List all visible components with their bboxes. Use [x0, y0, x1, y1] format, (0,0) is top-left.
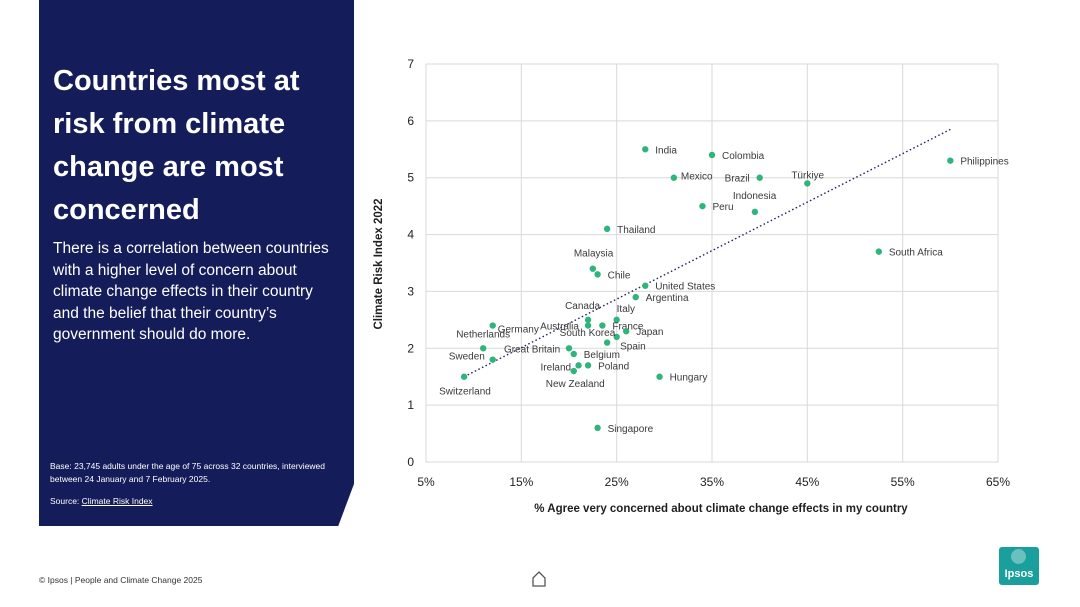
logo-mark — [1011, 549, 1026, 564]
data-point — [708, 151, 716, 159]
y-axis-title: Climate Risk Index 2022 — [373, 198, 385, 329]
grid-layer — [425, 63, 999, 463]
point-label: Poland — [598, 361, 629, 372]
data-point — [575, 362, 582, 369]
source-note: Source: Climate Risk Index — [50, 496, 153, 506]
point-layer: India Colombia Mexico Brazil Türkiye Philippi… — [439, 145, 1009, 435]
y-tick-label: 5 — [407, 171, 414, 185]
data-point — [613, 333, 620, 341]
point-label: South Africa — [889, 248, 943, 259]
point-label: Thailand — [617, 225, 655, 236]
logo-text: Ipsos — [1004, 568, 1034, 580]
data-point — [670, 174, 678, 181]
data-point — [642, 146, 649, 153]
point-label: Colombia — [722, 151, 765, 162]
point-label: Spain — [620, 342, 646, 353]
ipsos-logo: Ipsos — [999, 547, 1039, 585]
data-point — [603, 339, 611, 346]
y-tick-label: 2 — [407, 341, 414, 355]
data-point — [489, 356, 496, 363]
point-label: United States — [655, 282, 715, 293]
footer-copyright: © Ipsos | People and Climate Change 2025 — [39, 575, 203, 585]
point-label: Brazil — [725, 174, 750, 185]
point-label: Chile — [608, 270, 631, 281]
y-tick-label: 0 — [407, 455, 414, 469]
point-label: Türkiye — [791, 170, 824, 181]
data-point — [589, 265, 597, 272]
scatter-chart: 5% 15% 25% 35% 45% 55% 65% 0 1 2 3 4 5 6 7 India Colomb… — [373, 57, 1010, 515]
home-icon[interactable] — [531, 570, 547, 588]
axis-layer: 5% 15% 25% 35% 45% 55% 65% 0 1 2 3 4 5 6 7 — [407, 57, 1010, 489]
x-tick-label: 55% — [891, 475, 915, 489]
point-label: Belgium — [584, 350, 620, 361]
y-tick-label: 1 — [407, 398, 414, 412]
data-point — [756, 174, 763, 181]
point-label: Germany — [498, 325, 539, 336]
data-point — [603, 225, 611, 233]
source-label: Source: — [50, 496, 80, 506]
data-point — [584, 362, 592, 369]
y-tick-label: 7 — [407, 57, 414, 71]
source-link[interactable]: Climate Risk Index — [81, 496, 153, 506]
data-point — [570, 367, 577, 375]
point-label: South Korea — [560, 328, 616, 339]
side-panel: Countries most at risk from climate chan… — [39, 0, 354, 526]
point-label: Indonesia — [733, 191, 777, 202]
data-point — [947, 157, 954, 164]
data-point — [480, 345, 487, 352]
point-label: Peru — [712, 202, 733, 213]
point-label: Italy — [617, 304, 635, 315]
y-tick-label: 3 — [407, 284, 414, 298]
x-tick-label: 25% — [605, 475, 629, 489]
x-tick-label: 65% — [986, 475, 1010, 489]
point-label: Switzerland — [439, 387, 491, 398]
point-label: Hungary — [670, 373, 708, 384]
data-point — [623, 328, 630, 335]
trend-layer — [463, 128, 951, 378]
y-tick-label: 6 — [407, 114, 414, 128]
x-tick-label: 15% — [509, 475, 533, 489]
x-tick-label: 45% — [795, 475, 819, 489]
point-label: Netherlands — [456, 329, 510, 340]
data-point — [594, 424, 601, 432]
headline: Countries most at risk from climate chan… — [53, 65, 300, 226]
point-label: Australia — [540, 322, 579, 333]
point-label: Canada — [565, 301, 600, 312]
base-note: Base: 23,745 adults under the age of 75 … — [50, 461, 326, 484]
point-label: Philippines — [960, 157, 1008, 168]
point-label: India — [655, 145, 677, 156]
data-point — [656, 373, 663, 380]
point-label: Sweden — [449, 352, 485, 363]
lede-text: There is a correlation between countries… — [53, 240, 329, 343]
point-label: Mexico — [681, 172, 713, 183]
data-point — [804, 180, 811, 187]
x-tick-label: 5% — [417, 475, 435, 489]
point-label: Ireland — [541, 362, 572, 373]
point-label: New Zealand — [546, 379, 605, 390]
data-point — [594, 271, 601, 278]
y-tick-label: 4 — [407, 228, 414, 242]
point-label: France — [612, 322, 644, 333]
point-label: Malaysia — [574, 249, 614, 260]
data-point — [599, 322, 606, 329]
point-label: Singapore — [608, 424, 654, 435]
data-point — [460, 373, 468, 380]
trend-line — [463, 128, 951, 378]
data-point — [584, 322, 592, 329]
data-point — [642, 282, 649, 289]
data-point — [751, 208, 759, 216]
point-label: Great Britain — [504, 344, 560, 355]
x-tick-label: 35% — [700, 475, 724, 489]
data-point — [570, 350, 577, 358]
data-point — [489, 322, 496, 329]
data-point — [565, 345, 573, 352]
data-point — [699, 202, 706, 210]
x-axis-title: % Agree very concerned about climate cha… — [534, 503, 908, 515]
point-label: Argentina — [646, 293, 689, 304]
data-point — [584, 316, 592, 324]
data-point — [632, 293, 639, 301]
point-label: Japan — [636, 327, 663, 338]
data-point — [613, 316, 620, 324]
data-point — [875, 248, 883, 255]
